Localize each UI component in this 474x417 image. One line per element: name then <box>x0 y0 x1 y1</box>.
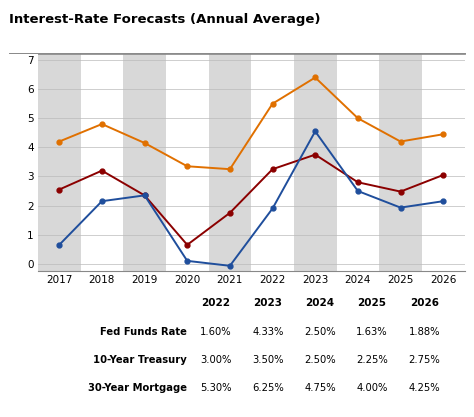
Text: 3.50%: 3.50% <box>252 355 283 365</box>
Text: 2025: 2025 <box>357 298 387 308</box>
Bar <box>38 54 81 271</box>
Text: 1.60%: 1.60% <box>200 327 231 337</box>
Text: 2026: 2026 <box>410 298 439 308</box>
Text: 2023: 2023 <box>253 298 283 308</box>
Text: 6.25%: 6.25% <box>252 383 283 393</box>
Bar <box>294 54 337 271</box>
Bar <box>123 54 166 271</box>
Text: 30-Year Mortgage: 30-Year Mortgage <box>88 383 187 393</box>
Text: 1.88%: 1.88% <box>409 327 440 337</box>
Text: 2.75%: 2.75% <box>409 355 440 365</box>
Text: 2022: 2022 <box>201 298 230 308</box>
Text: 4.00%: 4.00% <box>356 383 388 393</box>
Text: 2.50%: 2.50% <box>304 327 336 337</box>
Bar <box>379 54 422 271</box>
Text: 4.75%: 4.75% <box>304 383 336 393</box>
Text: Fed Funds Rate: Fed Funds Rate <box>100 327 187 337</box>
Text: 2.25%: 2.25% <box>356 355 388 365</box>
Text: 5.30%: 5.30% <box>200 383 231 393</box>
Text: 1.63%: 1.63% <box>356 327 388 337</box>
Bar <box>209 54 251 271</box>
Text: 2.50%: 2.50% <box>304 355 336 365</box>
Text: 4.33%: 4.33% <box>252 327 283 337</box>
Text: 3.00%: 3.00% <box>200 355 231 365</box>
Text: Interest-Rate Forecasts (Annual Average): Interest-Rate Forecasts (Annual Average) <box>9 13 321 25</box>
Text: 4.25%: 4.25% <box>409 383 440 393</box>
Text: 2024: 2024 <box>305 298 335 308</box>
Text: 10-Year Treasury: 10-Year Treasury <box>93 355 187 365</box>
